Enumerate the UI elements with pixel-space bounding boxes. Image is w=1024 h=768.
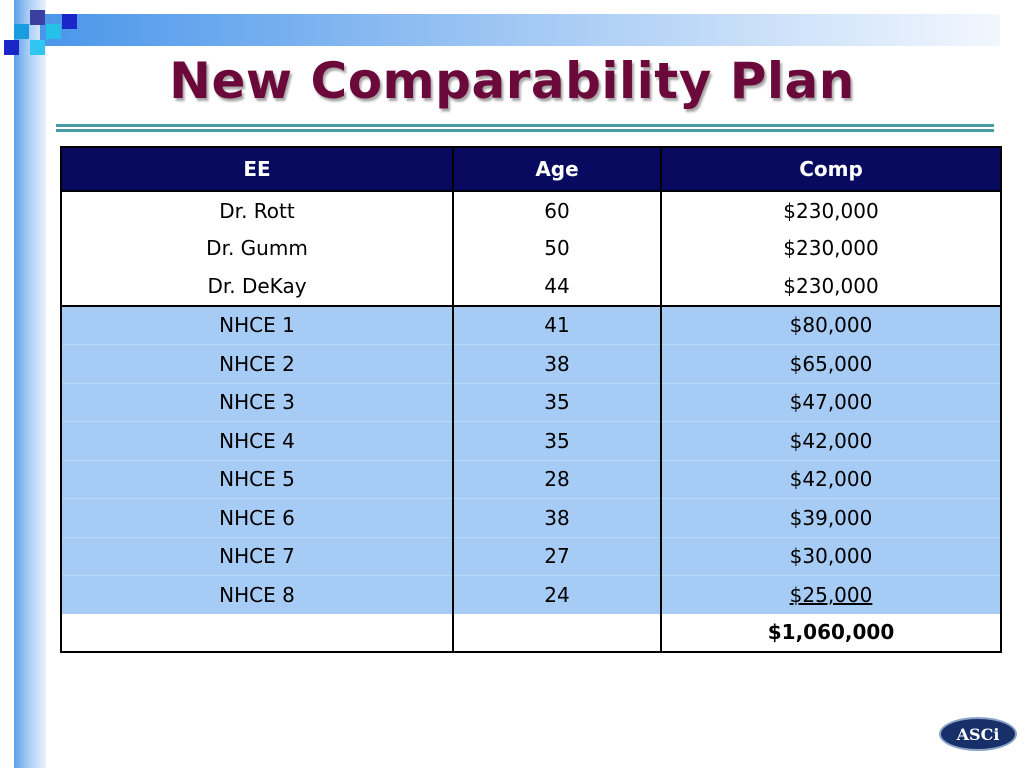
table-row: NHCE 8 24 $25,000 (60, 575, 1002, 614)
ee-cell: Dr. DeKay (60, 267, 454, 306)
age-cell: 38 (452, 344, 662, 383)
corner-square (4, 40, 19, 55)
age-cell: 24 (452, 575, 662, 614)
age-cell: 35 (452, 382, 662, 422)
age-cell: 35 (452, 421, 662, 460)
comp-cell: $39,000 (660, 498, 1002, 537)
slide-title: New Comparability Plan (169, 52, 855, 110)
comp-cell: $230,000 (660, 191, 1002, 230)
table-row: Dr. Rott 60 $230,000 (60, 191, 1002, 230)
comp-cell: $230,000 (660, 229, 1002, 267)
table-row: Dr. DeKay 44 $230,000 (60, 267, 1002, 306)
ee-cell: NHCE 4 (60, 421, 454, 460)
title-divider (56, 124, 994, 127)
age-cell: 60 (452, 191, 662, 230)
comp-cell: $30,000 (660, 536, 1002, 576)
comp-cell: $65,000 (660, 344, 1002, 383)
comp-cell: $47,000 (660, 382, 1002, 422)
table-row: NHCE 5 28 $42,000 (60, 459, 1002, 499)
table-row: NHCE 6 38 $39,000 (60, 498, 1002, 537)
corner-square (30, 40, 45, 55)
table-row: NHCE 3 35 $47,000 (60, 382, 1002, 422)
total-age-cell (452, 613, 662, 653)
age-cell: 27 (452, 536, 662, 576)
corner-square (14, 24, 29, 39)
comp-cell: $25,000 (660, 575, 1002, 614)
table-row: NHCE 1 41 $80,000 (60, 304, 1002, 345)
age-cell: 50 (452, 229, 662, 267)
table-row: NHCE 7 27 $30,000 (60, 536, 1002, 576)
age-cell: 44 (452, 267, 662, 306)
ee-cell: NHCE 1 (60, 304, 454, 345)
asci-logo: ASCi (939, 717, 1017, 751)
comp-cell: $42,000 (660, 459, 1002, 499)
table-header-row: EE Age Comp (60, 146, 1002, 192)
ee-cell: NHCE 3 (60, 382, 454, 422)
corner-square (46, 24, 61, 39)
ee-cell: NHCE 8 (60, 575, 454, 614)
top-decor-bar (40, 14, 1000, 46)
ee-cell: NHCE 5 (60, 459, 454, 499)
ee-cell: NHCE 7 (60, 536, 454, 576)
corner-square (30, 10, 45, 25)
comp-cell: $230,000 (660, 267, 1002, 306)
title-divider (56, 129, 994, 132)
comp-cell: $42,000 (660, 421, 1002, 460)
column-header-comp: Comp (660, 146, 1002, 192)
ee-cell: Dr. Gumm (60, 229, 454, 267)
column-header-ee: EE (60, 146, 454, 192)
ee-cell: NHCE 6 (60, 498, 454, 537)
column-header-age: Age (452, 146, 662, 192)
corner-square (62, 14, 77, 29)
age-cell: 41 (452, 304, 662, 345)
total-ee-cell (60, 613, 454, 653)
total-row: $1,060,000 (60, 613, 1002, 653)
total-comp-cell: $1,060,000 (660, 613, 1002, 653)
table-row: NHCE 2 38 $65,000 (60, 344, 1002, 383)
ee-cell: Dr. Rott (60, 191, 454, 230)
age-cell: 28 (452, 459, 662, 499)
comparability-table: EE Age Comp Dr. Rott 60 $230,000 Dr. Gum… (60, 146, 1002, 653)
left-decor-bar (14, 0, 46, 768)
ee-cell: NHCE 2 (60, 344, 454, 383)
comp-cell: $80,000 (660, 304, 1002, 345)
age-cell: 38 (452, 498, 662, 537)
comp-value-underlined: $25,000 (789, 582, 873, 607)
table-row: NHCE 4 35 $42,000 (60, 421, 1002, 460)
table-row: Dr. Gumm 50 $230,000 (60, 229, 1002, 267)
